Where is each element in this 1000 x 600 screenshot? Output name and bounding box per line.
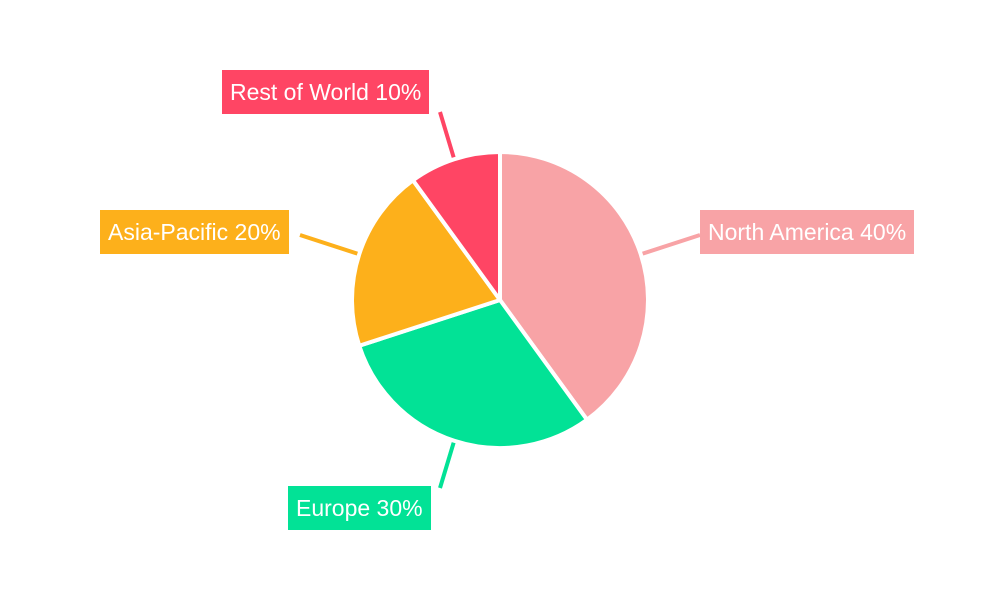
slice-label: Rest of World 10% <box>222 70 430 114</box>
leader-line <box>438 442 456 489</box>
pie-slice-north-america <box>498 150 650 422</box>
slice-label: Europe 30% <box>288 486 431 530</box>
pie-slice-rest-of-world <box>411 150 502 302</box>
pie-slice-europe <box>357 298 589 450</box>
leader-line <box>438 111 456 158</box>
pie-slice-asia-pacific <box>350 178 502 348</box>
leader-line <box>642 233 701 256</box>
leader-line <box>299 233 358 256</box>
slice-label: Asia-Pacific 20% <box>100 210 289 254</box>
slice-label: North America 40% <box>700 210 915 254</box>
